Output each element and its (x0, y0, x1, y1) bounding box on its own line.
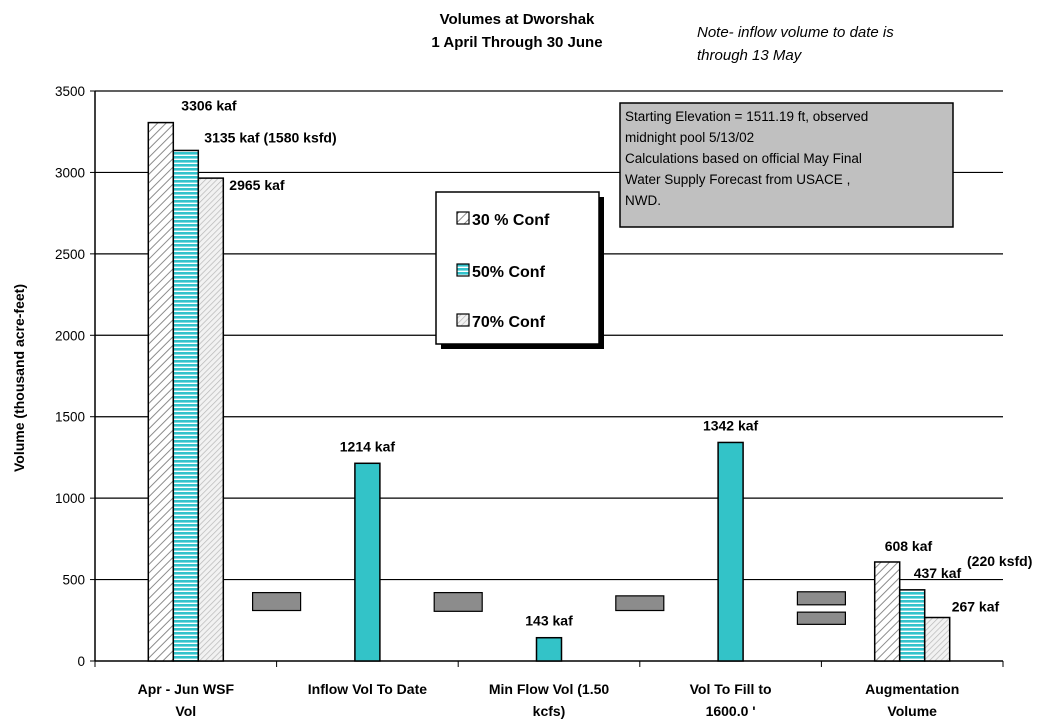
data-label-2-single: 143 kaf (525, 613, 573, 629)
gray-marker-4 (796, 611, 847, 625)
category-label-4-1: Volume (887, 703, 937, 719)
info-box-frame (619, 102, 954, 228)
y-tick-label-2000: 2000 (55, 328, 85, 343)
legend-label-30: 30 % Conf (472, 212, 550, 229)
info-line-4: Water Supply Forecast from USACE , (625, 172, 850, 187)
gray-markers (252, 591, 847, 625)
category-label-2-0: Min Flow Vol (1.50 (489, 681, 610, 697)
legend: 30 % Conf 50% Conf 70% Conf (435, 191, 604, 349)
bar-0-conf30 (147, 121, 175, 662)
legend-label-70: 70% Conf (472, 314, 546, 331)
legend-label-50: 50% Conf (472, 264, 546, 281)
info-line-2: midnight pool 5/13/02 (625, 130, 754, 145)
data-label-0-conf50: 3135 kaf (1580 ksfd) (204, 129, 336, 145)
legend-swatch-50 (456, 263, 470, 277)
category-label-0-1: Vol (175, 703, 196, 719)
note-line-1: Note- inflow volume to date is (697, 24, 894, 41)
y-tick-label-0: 0 (77, 654, 85, 669)
gray-marker-3 (796, 591, 847, 606)
info-box: Starting Elevation = 1511.19 ft, observe… (619, 102, 954, 228)
y-tick-label-2500: 2500 (55, 247, 85, 262)
data-label-4-conf70: 267 kaf (952, 599, 1000, 615)
category-label-0-0: Apr - Jun WSF (138, 681, 235, 697)
info-line-1: Starting Elevation = 1511.19 ft, observe… (625, 109, 868, 124)
category-label-2-1: kcfs) (533, 703, 566, 719)
category-labels: Apr - Jun WSF Vol Inflow Vol To Date Min Fl… (138, 681, 960, 719)
category-label-3-1: 1600.0 ' (706, 703, 756, 719)
bar-0-conf70 (197, 177, 225, 662)
gray-marker-0 (252, 591, 302, 612)
bar-0-conf50 (172, 149, 200, 662)
data-label-0-conf70: 2965 kaf (229, 177, 285, 193)
y-tick-label-3500: 3500 (55, 84, 85, 99)
info-line-5: NWD. (625, 193, 661, 208)
bar-4-conf50 (898, 589, 926, 662)
y-tick-label-3000: 3000 (55, 165, 85, 180)
data-label-3-single: 1342 kaf (703, 417, 759, 433)
data-label-4-conf50: 437 kaf (914, 565, 962, 581)
category-label-3-0: Vol To Fill to (690, 681, 772, 697)
y-tick-label-500: 500 (62, 573, 85, 588)
category-label-1-0: Inflow Vol To Date (308, 681, 427, 697)
legend-swatch-70 (456, 313, 470, 327)
gray-marker-1 (433, 591, 483, 612)
info-line-3: Calculations based on official May Final (625, 151, 862, 166)
category-label-4-0: Augmentation (865, 681, 959, 697)
extra-label-0: (220 ksfd) (967, 553, 1032, 569)
data-labels: 3306 kaf 3135 kaf (1580 ksfd) 2965 kaf 1214… (181, 98, 1032, 629)
y-axis-label: Volume (thousand acre-feet) (11, 284, 27, 472)
bar-1-single (354, 462, 381, 662)
legend-swatch-30 (456, 211, 470, 225)
data-label-4-conf30: 608 kaf (885, 538, 933, 554)
gray-marker-2 (615, 595, 665, 612)
bar-4-conf70 (923, 616, 951, 662)
bar-3-single (717, 441, 744, 662)
bars (147, 121, 951, 662)
chart-title: Volumes at Dworshak (440, 11, 595, 28)
data-label-0-conf30: 3306 kaf (181, 98, 237, 114)
bar-4-conf30 (873, 561, 901, 662)
bar-2-single (535, 636, 563, 662)
y-tick-label-1500: 1500 (55, 410, 85, 425)
chart-subtitle: 1 April Through 30 June (431, 34, 602, 51)
data-label-1-single: 1214 kaf (340, 438, 396, 454)
note-line-2: through 13 May (697, 47, 803, 64)
y-tick-label-1000: 1000 (55, 491, 85, 506)
